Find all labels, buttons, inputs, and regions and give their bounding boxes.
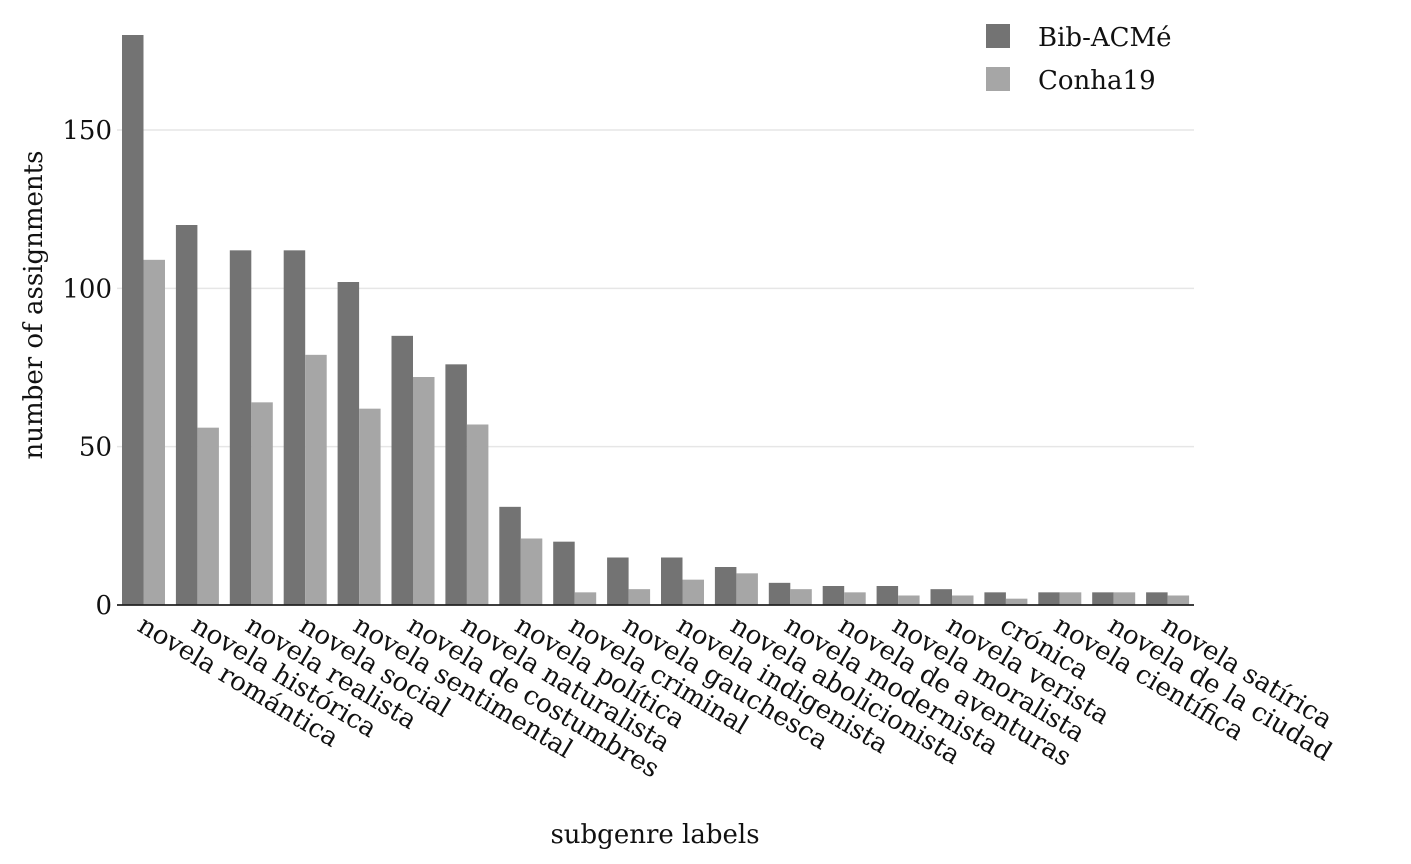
bar-series1 — [714, 567, 737, 605]
bar-series1 — [768, 582, 791, 605]
bar-series1 — [607, 557, 629, 605]
bar-series2 — [520, 538, 543, 605]
bar-series1 — [984, 592, 1006, 605]
y-tick-label: 150 — [62, 116, 112, 146]
bar-series2 — [1059, 592, 1082, 605]
y-tick-label: 100 — [62, 274, 112, 304]
bar-series1 — [1146, 592, 1168, 605]
legend-label: Conha19 — [1038, 66, 1156, 96]
x-axis-title: subgenre labels — [550, 820, 759, 850]
bar-series1 — [283, 250, 306, 606]
bar-series1 — [122, 35, 144, 605]
bar-series1 — [553, 541, 575, 605]
bars — [122, 35, 1190, 606]
bar-series2 — [359, 408, 381, 605]
y-tick-label: 50 — [79, 433, 112, 463]
bar-series1 — [930, 589, 952, 605]
bar-series2 — [1167, 595, 1190, 605]
bar-series2 — [898, 595, 920, 605]
bar-series2 — [1005, 598, 1028, 605]
bar-series1 — [445, 364, 467, 605]
bar-series1 — [822, 586, 845, 605]
legend-swatch — [986, 24, 1010, 48]
bar-series1 — [391, 335, 413, 605]
bar-series2 — [574, 592, 597, 605]
bar-series1 — [876, 586, 899, 605]
bar-series1 — [229, 250, 252, 606]
gridlines — [117, 129, 1194, 448]
y-tick-label: 0 — [95, 591, 112, 621]
bar-series1 — [1092, 592, 1114, 605]
bar-series1 — [337, 282, 360, 605]
bar-series2 — [790, 589, 812, 605]
bar-series1 — [175, 225, 198, 605]
bar-series2 — [736, 573, 758, 605]
y-axis-title: number of assignments — [19, 151, 49, 460]
bar-series2 — [628, 589, 651, 605]
legend-swatch — [986, 67, 1010, 91]
bar-series1 — [1038, 592, 1060, 605]
bar-series2 — [305, 354, 327, 605]
bar-series2 — [844, 592, 866, 605]
bar-series1 — [661, 557, 683, 605]
legend-label: Bib-ACMé — [1038, 23, 1172, 53]
bar-series2 — [197, 427, 219, 605]
bar-series2 — [682, 579, 704, 605]
bar-series1 — [499, 506, 521, 605]
bar-series2 — [413, 377, 435, 605]
bar-series2 — [466, 424, 489, 605]
y-tick-labels: 0 50 100 150 — [62, 116, 112, 621]
bar-series2 — [143, 259, 165, 605]
bar-series2 — [952, 595, 974, 605]
bar-series2 — [251, 402, 273, 605]
bar-series2 — [1113, 592, 1136, 605]
legend: Bib-ACMé Conha19 — [986, 23, 1172, 96]
